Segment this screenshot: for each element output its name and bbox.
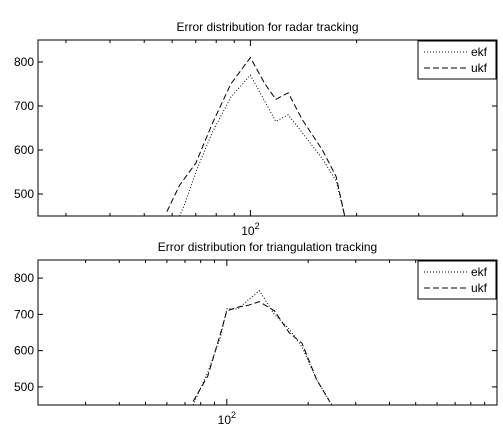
chart-panel-2: Error distribution for triangulation tra… (14, 240, 498, 426)
x-tick-label-exponent: 2 (231, 410, 236, 420)
chart-panel-1: Error distribution for radar tracking 500… (14, 20, 498, 238)
x-tick-label-exponent: 2 (255, 221, 260, 231)
legend-label-ekf: ekf (471, 265, 488, 279)
axes-box (37, 259, 498, 406)
y-tick-label: 600 (14, 143, 34, 157)
x-tick-label: 102 (241, 221, 259, 238)
y-tick-label: 600 (14, 344, 34, 358)
y-tick-label: 700 (14, 307, 34, 321)
x-tick-label: 102 (218, 410, 236, 426)
y-tick-label: 700 (14, 99, 34, 113)
y-tick-label: 500 (14, 380, 34, 394)
series-line-ekf (192, 290, 333, 405)
chart-title: Error distribution for radar tracking (176, 20, 358, 34)
y-tick-label: 500 (14, 187, 34, 201)
legend: ekf ukf (417, 260, 497, 300)
legend-label-ekf: ekf (471, 45, 488, 59)
legend-box (417, 260, 497, 300)
chart-title: Error distribution for triangulation tra… (158, 240, 377, 254)
legend-label-ukf: ukf (471, 61, 488, 75)
x-tick-label-base: 10 (218, 413, 232, 426)
y-tick-label: 800 (14, 55, 34, 69)
series-line-ukf (166, 56, 346, 216)
y-tick-label: 800 (14, 271, 34, 285)
legend-label-ukf: ukf (471, 281, 488, 295)
legend-box (417, 40, 497, 80)
legend: ekf ukf (417, 40, 497, 80)
axes-box (37, 39, 498, 217)
series-line-ukf (192, 301, 331, 402)
x-tick-label-base: 10 (241, 224, 255, 238)
series-line-ekf (179, 74, 346, 216)
